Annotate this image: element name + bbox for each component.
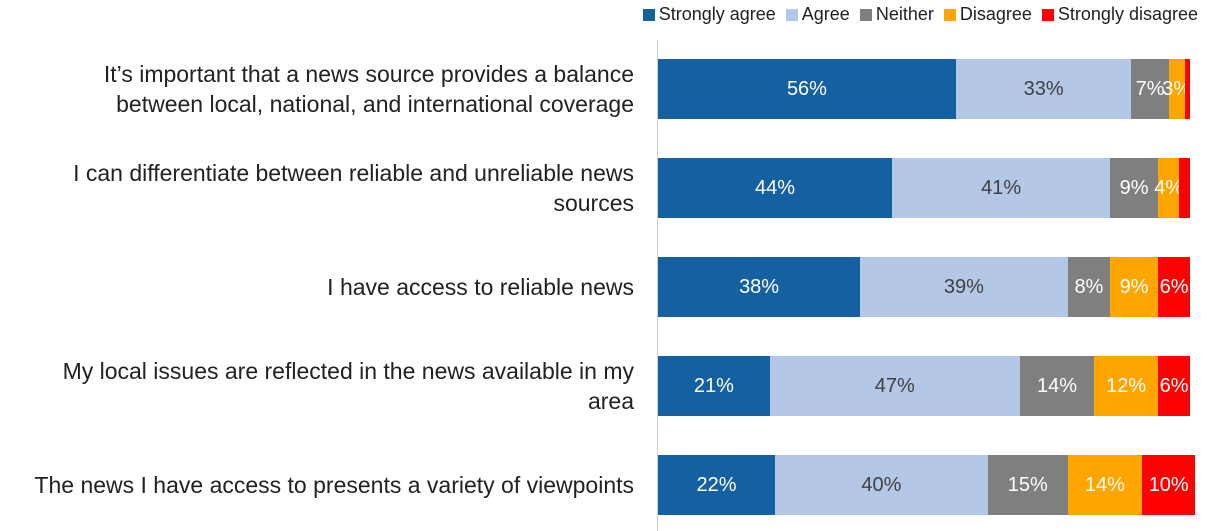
category-label: It’s important that a news source provid… [103,61,634,117]
category-label: The news I have access to presents a var… [34,472,634,498]
bar-segment: 41% [892,158,1111,218]
data-label: 40% [861,473,902,496]
data-label: 6% [1159,374,1189,397]
data-label: 8% [1074,275,1104,298]
bar-segment: 12% [1094,356,1159,416]
bar-segment: 14% [1019,356,1095,416]
data-label: 22% [696,473,737,496]
data-label: 6% [1159,275,1189,298]
legend-swatch [1041,8,1054,21]
bar-segment [1184,59,1190,119]
legend: Strongly agree Agree Neither Disagree Strong… [642,4,1198,25]
data-label: 9% [1119,176,1149,199]
bar-segment: 8% [1067,257,1111,317]
legend-item: Neither [859,4,934,25]
legend-item: Strongly agree [642,4,776,25]
bar-segment: 14% [1067,455,1143,515]
legend-label: Neither [875,4,934,24]
legend-swatch [943,8,956,21]
bar-segment: 15% [987,455,1068,515]
bar-segment: 4% [1154,158,1183,218]
data-label: 12% [1106,374,1147,397]
bar-segment: 9% [1110,158,1159,218]
bar-segment: 10% [1142,455,1196,515]
bar-segment: 21% [658,356,770,416]
data-label: 15% [1007,473,1048,496]
data-label: 33% [1023,77,1064,100]
bar-segment: 9% [1110,257,1159,317]
data-label: 3% [1162,77,1192,100]
legend-label: Agree [801,4,850,24]
bar-segment: 22% [658,455,776,515]
data-label: 14% [1036,374,1077,397]
data-label: 47% [874,374,915,397]
legend-swatch [859,8,872,21]
legend-swatch [785,8,798,21]
bar-segment: 47% [769,356,1020,416]
data-label: 56% [786,77,827,100]
legend-item: Agree [785,4,850,25]
bar-segment: 3% [1162,59,1191,119]
legend-swatch [642,8,655,21]
bar-segment: 44% [658,158,893,218]
data-label: 21% [693,374,734,397]
bar-segment: 33% [955,59,1132,119]
bar-segment: 38% [658,257,861,317]
data-label: 9% [1119,275,1149,298]
bar-segment: 6% [1158,257,1190,317]
data-label: 7% [1135,77,1165,100]
category-label: I have access to reliable news [327,274,634,300]
category-label: I can differentiate between reliable and… [73,160,634,216]
data-label: 38% [739,275,780,298]
bar-segment: 6% [1158,356,1190,416]
legend-item: Strongly disagree [1041,4,1198,25]
legend-label: Strongly agree [658,4,776,24]
legend-item: Disagree [943,4,1032,25]
data-label: 10% [1148,473,1189,496]
bar-segment: 40% [775,455,988,515]
data-label: 4% [1154,176,1184,199]
legend-label: Strongly disagree [1057,4,1198,24]
bar-segment: 7% [1131,59,1169,119]
category-label: My local issues are reflected in the new… [62,358,634,414]
category-axis-line [657,40,658,531]
data-label: 44% [755,176,796,199]
bar-segment: 39% [860,257,1068,317]
bar-segment [1179,158,1190,218]
legend-label: Disagree [959,4,1032,24]
data-label: 14% [1084,473,1125,496]
bar-segment: 56% [658,59,956,119]
data-label: 39% [943,275,984,298]
data-label: 41% [981,176,1022,199]
